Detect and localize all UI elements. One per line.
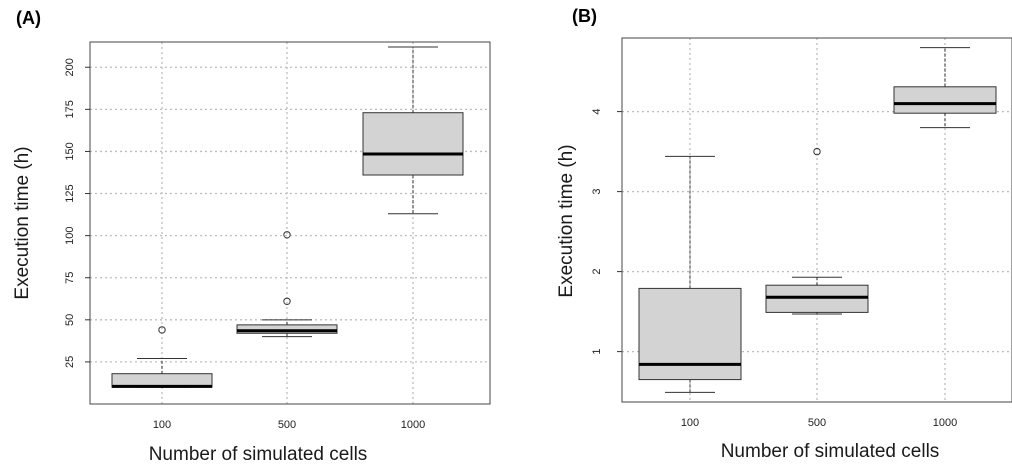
y-tick-label: 75 <box>64 272 76 284</box>
outlier-point <box>283 297 291 305</box>
box-500 <box>236 231 338 338</box>
box-body <box>893 86 997 114</box>
box-body <box>638 287 742 381</box>
chart-panel-a: (A) 25 50 75 100 125 150 175 200 100 500 1000 Number… <box>12 8 491 465</box>
y-axis-title: Execution time (h) <box>556 144 577 297</box>
x-tick-label: 500 <box>278 419 296 431</box>
y-tick-label: 2 <box>591 269 603 275</box>
y-tick-label: 1 <box>591 349 603 355</box>
plot-frame <box>89 41 491 405</box>
x-axis-title: Number of simulated cells <box>721 441 940 462</box>
box-body <box>236 324 338 334</box>
y-tick-label: 175 <box>64 100 76 118</box>
y-tick-label: 3 <box>591 189 603 195</box>
box-1000 <box>893 47 997 129</box>
box-body <box>362 112 464 176</box>
box-100 <box>111 326 213 388</box>
box-body <box>765 284 869 313</box>
x-tick-label: 500 <box>808 417 826 429</box>
box-1000 <box>362 46 464 215</box>
outlier-point <box>283 231 291 239</box>
panel-label: (A) <box>16 8 41 28</box>
y-tick-label: 4 <box>591 109 603 115</box>
x-tick-label: 100 <box>681 417 699 429</box>
chart-panel-b: (B) 1 2 3 4 100 500 1000 Number of simulated cel… <box>556 6 1012 462</box>
y-tick-label: 150 <box>64 142 76 160</box>
outlier-point <box>158 326 166 334</box>
x-tick-label: 1000 <box>401 419 425 431</box>
y-axis-title: Execution time (h) <box>12 146 33 299</box>
y-tick-label: 100 <box>64 226 76 244</box>
x-axis-title: Number of simulated cells <box>149 444 368 465</box>
y-tick-label: 50 <box>64 314 76 326</box>
plot-frame <box>621 37 1012 403</box>
panel-label: (B) <box>572 6 597 26</box>
y-tick-label: 125 <box>64 184 76 202</box>
y-tick-label: 25 <box>64 356 76 368</box>
y-tick-label: 200 <box>64 58 76 76</box>
outlier-point <box>813 147 821 156</box>
x-tick-label: 100 <box>153 419 171 431</box>
box-500 <box>765 147 869 315</box>
box-100 <box>638 155 742 393</box>
x-tick-label: 1000 <box>933 417 957 429</box>
